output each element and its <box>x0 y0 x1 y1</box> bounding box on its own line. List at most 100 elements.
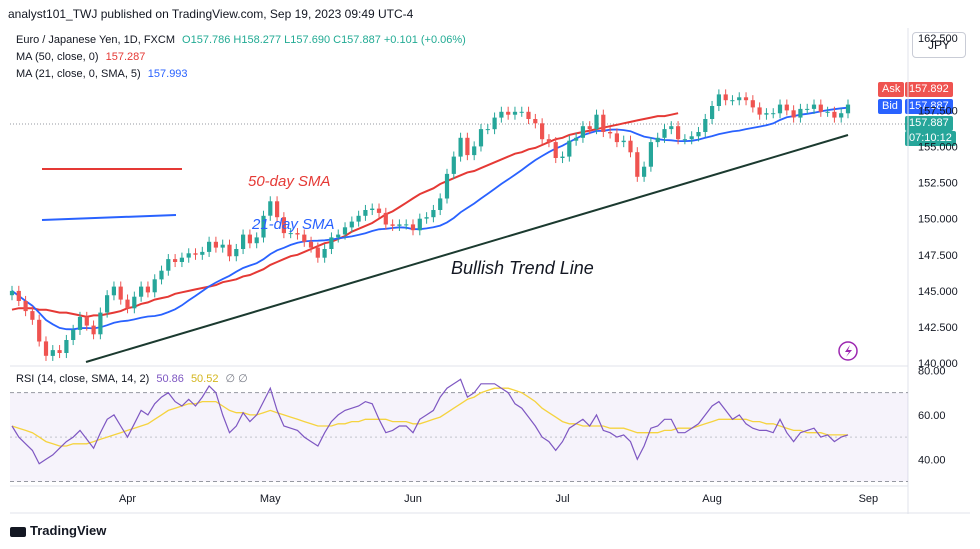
candle-body <box>451 156 456 174</box>
time-tick-label: Sep <box>859 493 879 505</box>
candle-body <box>648 142 653 167</box>
candle-body <box>621 140 626 143</box>
candle-body <box>315 247 320 258</box>
candle-body <box>43 341 49 356</box>
ma21-line <box>11 106 849 331</box>
rsi-tick-label: 80.00 <box>918 365 946 377</box>
candle-body <box>213 241 218 248</box>
candle-body <box>254 237 259 244</box>
candle-body <box>580 126 585 138</box>
candle-body <box>438 198 443 210</box>
candle-body <box>16 290 21 301</box>
rsi-tick-label: 60.00 <box>918 410 946 422</box>
symbol-name: Euro / Japanese Yen, 1D, FXCM <box>16 34 175 46</box>
candle-body <box>9 290 15 296</box>
price-axis: 140.000 142.500 145.000 147.500 150.000 152.5… <box>918 33 958 370</box>
tradingview-logo[interactable]: TradingView <box>10 523 106 538</box>
candle-body <box>818 104 823 112</box>
candle-body <box>614 133 619 143</box>
candle-body <box>200 251 205 255</box>
candle-body <box>397 224 402 226</box>
symbol-legend: Euro / Japanese Yen, 1D, FXCM O157.786 H… <box>16 34 466 46</box>
candle-body <box>234 249 239 257</box>
candle-body <box>179 257 184 262</box>
candle-body <box>159 270 164 280</box>
candle-body <box>478 129 484 147</box>
candle-body <box>145 286 150 293</box>
candle-body <box>220 244 225 248</box>
hidden-values-icon[interactable]: ∅ ∅ <box>225 373 248 385</box>
rsi-label: RSI (14, close, SMA, 14, 2) <box>16 373 150 385</box>
candle-body <box>295 233 300 235</box>
price-tick-label: 142.500 <box>918 322 958 334</box>
candle-body <box>777 104 783 114</box>
candle-body <box>227 244 232 257</box>
time-tick-label: May <box>260 493 281 505</box>
ma21-series <box>11 106 849 331</box>
candle-body <box>825 111 830 113</box>
trend-annotation: Bullish Trend Line <box>451 258 594 278</box>
price-tick-label: 147.500 <box>918 250 958 262</box>
candle-body <box>139 286 144 297</box>
candle-body <box>655 137 660 143</box>
candle-body <box>404 224 409 226</box>
candle-body <box>642 166 647 177</box>
ma21-value: 157.993 <box>147 68 188 80</box>
time-tick-label: Apr <box>119 493 136 505</box>
candle-body <box>805 108 810 110</box>
price-tick-label: 140.000 <box>918 358 958 370</box>
currency-button[interactable]: JPY <box>912 32 966 58</box>
time-tick-label: Jun <box>404 493 422 505</box>
rsi-sma-line <box>11 387 848 447</box>
candle-body <box>689 136 694 140</box>
ask-label: Ask <box>878 82 905 97</box>
candle-body <box>193 253 198 255</box>
candle-body <box>750 100 755 108</box>
brand-name: TradingView <box>30 523 107 538</box>
candle-body <box>723 94 728 101</box>
price-tick-label: 152.500 <box>918 178 958 190</box>
trend-line[interactable] <box>85 134 849 363</box>
candles <box>9 89 851 361</box>
candle-body <box>247 234 252 244</box>
candle-body <box>676 126 681 140</box>
ma50-value: 157.287 <box>105 51 146 63</box>
candle-body <box>424 217 429 219</box>
candle-body <box>519 111 524 113</box>
candle-body <box>281 217 286 234</box>
candle-body <box>512 111 518 115</box>
candle-body <box>349 221 354 228</box>
price-tick-label: 145.000 <box>918 286 958 298</box>
lightning-icon[interactable] <box>838 341 858 361</box>
candle-body <box>506 111 511 115</box>
candle-body <box>499 111 504 118</box>
candle-body <box>757 107 762 115</box>
candle-body <box>533 119 538 124</box>
publisher-header: analyst101_TWJ published on TradingView.… <box>8 7 414 21</box>
candle-body <box>383 212 388 225</box>
candle-body <box>784 104 789 111</box>
candle-body <box>743 97 749 101</box>
candle-body <box>370 208 375 210</box>
candle-body <box>91 325 96 335</box>
candle-body <box>57 350 62 353</box>
candle-body <box>125 299 130 309</box>
tv-logo-icon <box>10 526 26 537</box>
rsi-axis: 40.00 60.00 80.00 <box>918 365 946 466</box>
candle-body <box>288 233 293 235</box>
candle-body <box>710 106 715 119</box>
candle-body <box>77 316 83 330</box>
rsi-series <box>11 378 849 465</box>
candle-body <box>30 311 35 320</box>
time-tick-label: Jul <box>556 493 570 505</box>
time-axis: AprMayJunJulAugSepOct <box>119 493 879 505</box>
candle-body <box>771 113 776 115</box>
candle-body <box>342 227 348 235</box>
bid-label: Bid <box>878 99 902 114</box>
time-tick-label: Aug <box>702 493 722 505</box>
last-price-tag: 157.887 <box>905 116 953 131</box>
candle-body <box>152 279 157 293</box>
candle-body <box>431 210 436 218</box>
candle-body <box>173 259 178 262</box>
